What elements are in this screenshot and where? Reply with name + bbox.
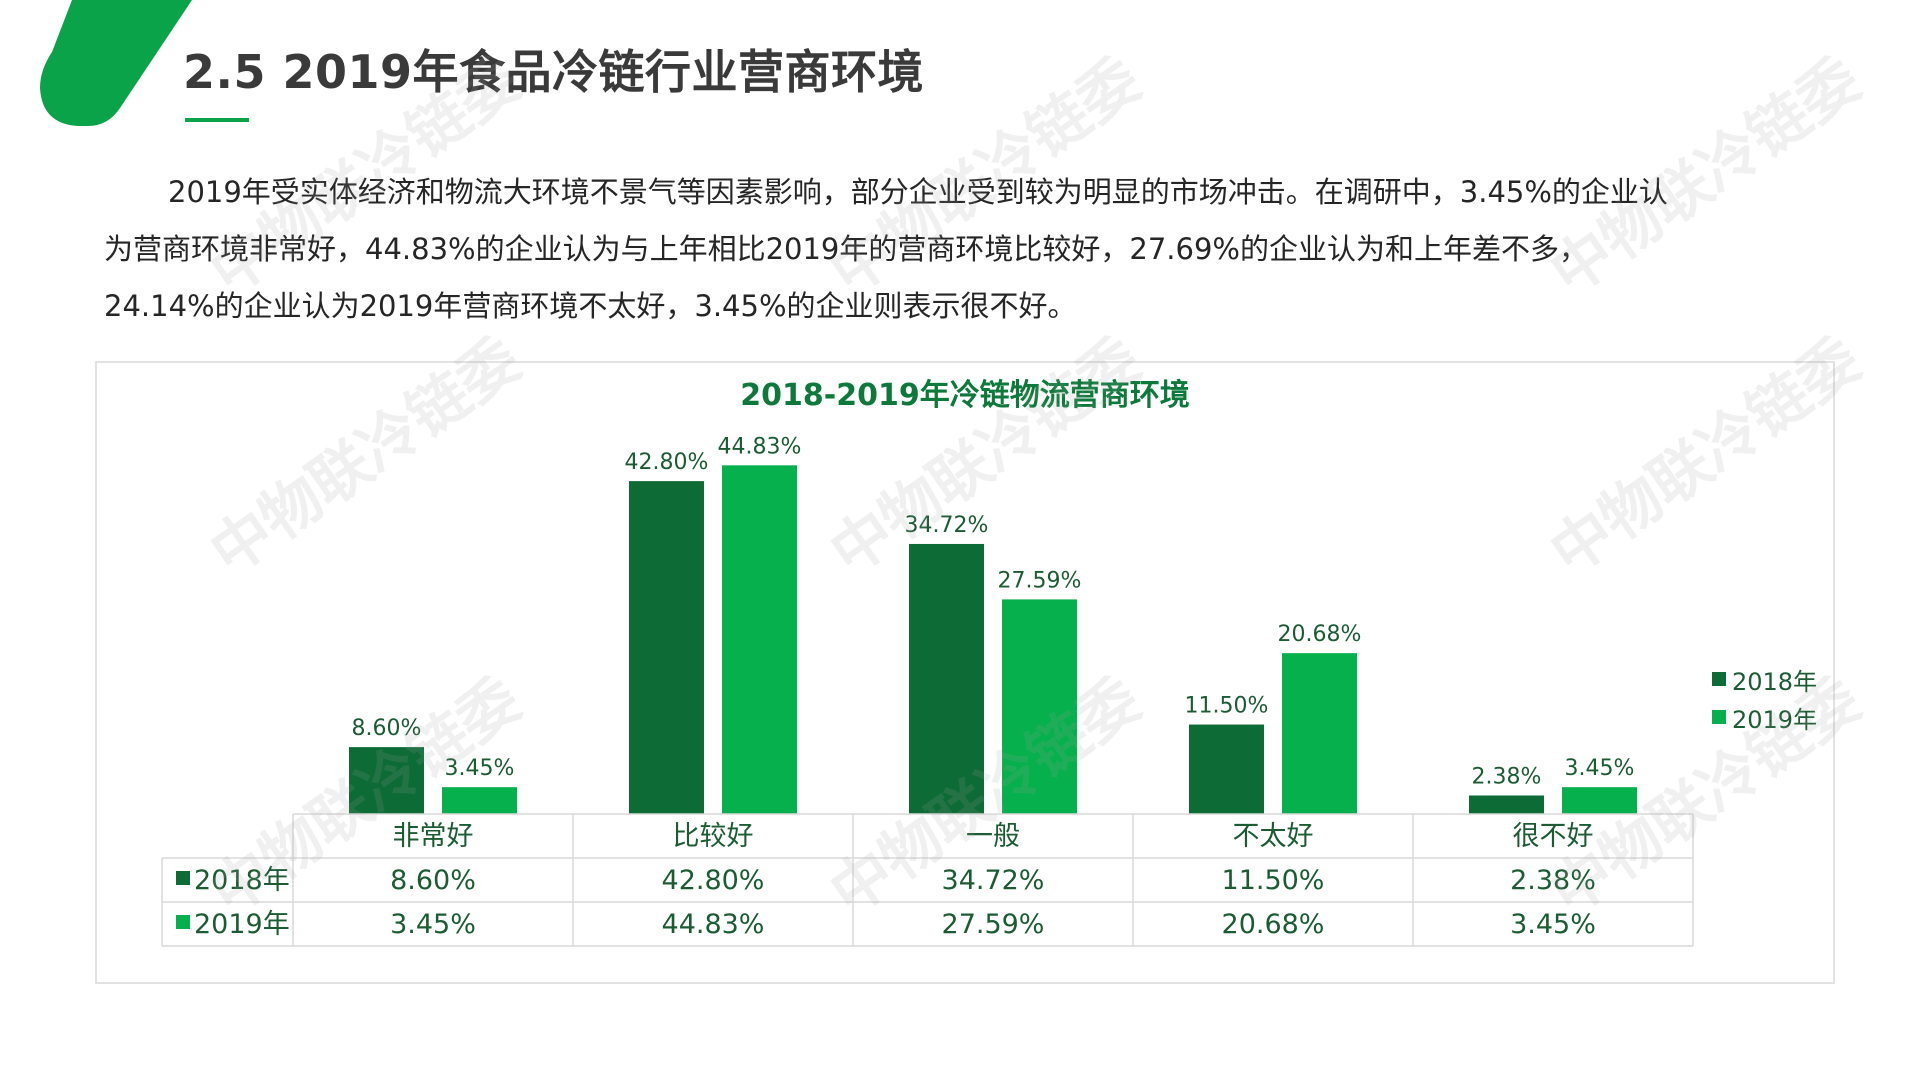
legend-item-2019: 2019年 (1712, 698, 1817, 736)
intro-line-1: 2019年受实体经济和物流大环境不景气等因素影响，部分企业受到较为明显的市场冲击… (168, 175, 1668, 209)
data-label-2019: 3.45% (1565, 756, 1635, 781)
bar-2019 (1562, 787, 1637, 814)
chart-title: 2018-2019年冷链物流营商环境 (740, 378, 1190, 413)
legend-item-2018: 2018年 (1712, 660, 1817, 698)
category-label: 非常好 (393, 821, 474, 852)
legend-label-2019: 2019年 (1732, 705, 1818, 734)
table-key-swatch (176, 871, 190, 885)
bar-2018 (349, 747, 424, 814)
table-cell-value: 8.60% (390, 865, 476, 896)
bar-2019 (442, 787, 517, 814)
data-label-2019: 20.68% (1278, 622, 1362, 647)
title-underline (185, 118, 249, 122)
data-label-2019: 44.83% (718, 434, 802, 459)
bar-2019 (1282, 653, 1357, 814)
bar-2019 (1002, 599, 1077, 814)
data-label-2019: 27.59% (998, 568, 1082, 593)
bar-2019 (722, 465, 797, 814)
bar-2018 (909, 543, 984, 814)
data-label-2019: 3.45% (445, 756, 515, 781)
category-label: 不太好 (1233, 821, 1314, 852)
table-cell-value: 34.72% (942, 865, 1045, 896)
category-label: 一般 (966, 821, 1020, 852)
table-cell-value: 42.80% (662, 865, 765, 896)
table-series-name: 2018年 (194, 865, 290, 896)
intro-paragraph: 2019年受实体经济和物流大环境不景气等因素影响，部分企业受到较为明显的市场冲击… (104, 164, 1824, 335)
category-label: 比较好 (673, 821, 754, 852)
legend-swatch-2018 (1712, 672, 1726, 686)
table-cell-value: 3.45% (1510, 909, 1596, 940)
corner-leaf-shape (40, 0, 192, 126)
bar-2018 (1469, 795, 1544, 814)
data-label-2018: 2.38% (1472, 764, 1542, 789)
table-cell-value: 27.59% (942, 909, 1045, 940)
legend-label-2018: 2018年 (1732, 667, 1818, 696)
intro-line-2: 为营商环境非常好，44.83%的企业认为与上年相比2019年的营商环境比较好，2… (104, 232, 1588, 266)
table-series-name: 2019年 (194, 909, 290, 940)
intro-line-3: 24.14%的企业认为2019年营商环境不太好，3.45%的企业则表示很不好。 (104, 289, 1077, 323)
data-label-2018: 34.72% (905, 513, 989, 538)
legend-swatch-2019 (1712, 710, 1726, 724)
table-cell-value: 3.45% (390, 909, 476, 940)
page-title: 2.5 2019年食品冷链行业营商环境 (183, 45, 925, 99)
table-cell-value: 44.83% (662, 909, 765, 940)
data-label-2018: 42.80% (625, 450, 709, 475)
data-label-2018: 8.60% (352, 716, 422, 741)
table-cell-value: 11.50% (1222, 865, 1325, 896)
chart-legend: 2018年 2019年 (1712, 660, 1817, 736)
bar-2018 (1189, 724, 1264, 814)
table-cell-value: 2.38% (1510, 865, 1596, 896)
data-label-2018: 11.50% (1185, 694, 1269, 719)
table-key-swatch (176, 915, 190, 929)
table-cell-value: 20.68% (1222, 909, 1325, 940)
category-label: 很不好 (1513, 821, 1594, 852)
bar-2018 (629, 481, 704, 814)
